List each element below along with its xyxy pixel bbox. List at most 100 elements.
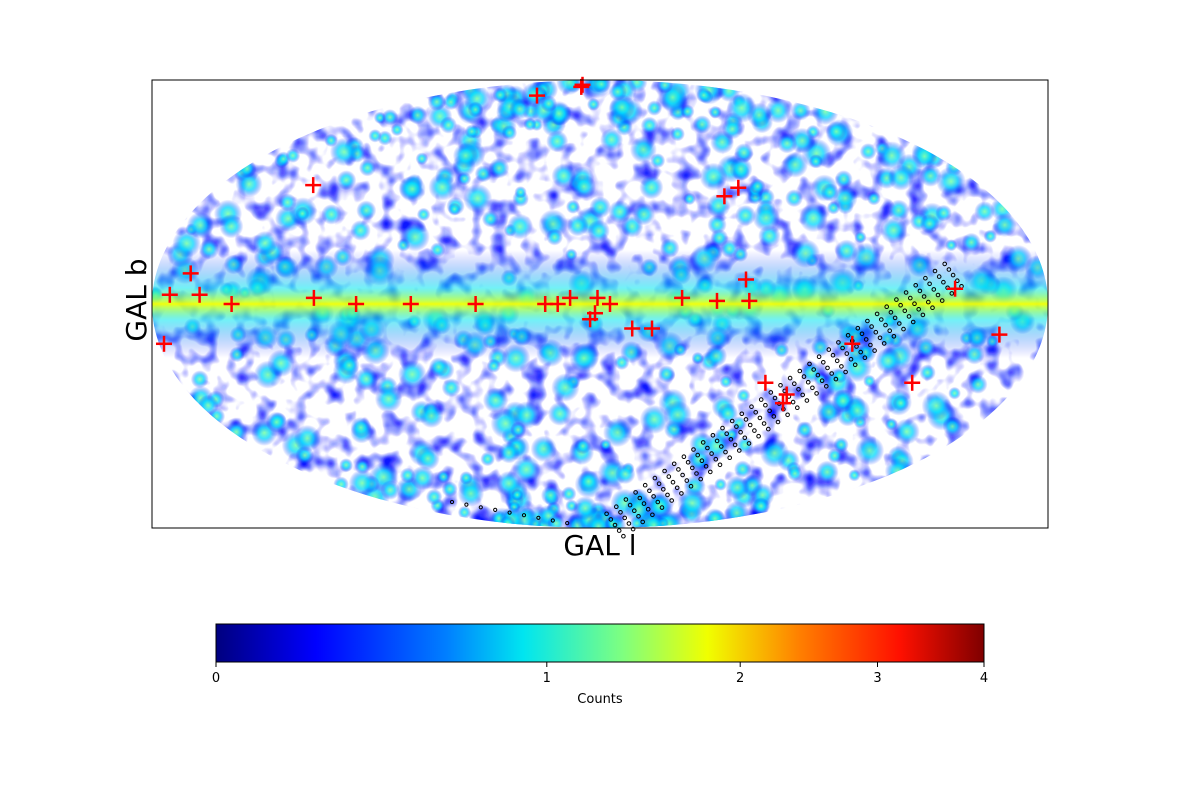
emission-clump [640, 116, 659, 135]
emission-clump [609, 94, 635, 121]
emission-clump [452, 143, 479, 169]
emission-clump [398, 360, 427, 389]
scan-track-point [652, 475, 658, 481]
emission-clump [608, 200, 632, 224]
scan-track-point [642, 482, 648, 488]
emission-clump [615, 463, 636, 485]
scan-track-point [521, 513, 527, 518]
point-source-marker [991, 326, 1008, 343]
point-source-marker [741, 292, 758, 309]
scan-track-point [891, 334, 897, 339]
scan-track-point [778, 383, 783, 388]
scan-track-point [656, 481, 662, 487]
scan-track-point [930, 305, 935, 311]
scan-track-point [844, 351, 850, 356]
scan-track-point [920, 312, 926, 318]
emission-clump [336, 170, 357, 191]
emission-clump [350, 220, 371, 241]
point-source-marker [305, 177, 322, 194]
scan-track-point [659, 505, 665, 510]
emission-clump [510, 421, 527, 438]
scan-track-point [478, 505, 483, 510]
point-source-marker [156, 335, 172, 352]
scan-track-point [843, 369, 848, 375]
scan-track-point [790, 399, 796, 405]
emission-clump [428, 173, 457, 201]
scan-track-point [666, 474, 672, 479]
colorbar-tick-label: 3 [873, 671, 881, 686]
scan-track-point [761, 421, 767, 426]
emission-clump [677, 488, 708, 518]
emission-clump [777, 133, 798, 154]
point-source-marker [182, 265, 199, 282]
emission-clump [992, 213, 1017, 237]
emission-clump [945, 239, 958, 252]
scan-track-point [719, 444, 724, 449]
emission-clump [656, 80, 674, 94]
emission-clump [523, 117, 537, 131]
scan-track-point [636, 514, 641, 519]
point-source-marker [674, 289, 691, 306]
point-source-marker [587, 305, 603, 322]
emission-clump [507, 213, 533, 240]
scan-track-point [671, 461, 677, 467]
emission-clump [919, 213, 940, 234]
scan-track-point [662, 468, 667, 474]
point-source-marker [644, 320, 660, 337]
emission-clump [419, 403, 444, 429]
emission-clump [427, 92, 446, 112]
scan-track-point [946, 267, 952, 272]
emission-clump [415, 152, 429, 165]
emission-clump [877, 141, 907, 170]
scan-track-point [720, 425, 725, 431]
emission-clump [893, 418, 920, 445]
emission-clump [639, 175, 664, 200]
emission-clump [225, 421, 248, 443]
scan-track-point [626, 521, 632, 526]
scan-track-point [912, 301, 917, 307]
emission-clump [447, 202, 461, 216]
scan-track-point [608, 517, 614, 522]
emission-clump [719, 375, 733, 389]
scan-track-point [913, 283, 919, 288]
emission-clump [799, 203, 828, 233]
scan-track [449, 261, 964, 539]
scan-track-point [747, 422, 753, 428]
scan-track-point [801, 374, 807, 379]
scan-track-point [727, 455, 733, 461]
scan-track-point [766, 426, 771, 432]
emission-clump [854, 231, 867, 244]
scan-track-point [810, 385, 815, 391]
emission-clump [692, 115, 712, 134]
emission-clump [936, 166, 966, 197]
emission-clump [603, 417, 633, 448]
emission-clump [714, 478, 727, 491]
emission-clump [884, 457, 912, 485]
scan-track-point [921, 294, 927, 299]
scan-track-point [734, 424, 739, 429]
scan-track-point [816, 354, 822, 360]
scan-track-point [917, 288, 923, 294]
scan-track-point [690, 465, 695, 471]
emission-clump [708, 105, 722, 119]
emission-clump [725, 428, 739, 442]
scan-track-point [881, 341, 887, 346]
emission-clump [482, 387, 509, 413]
emission-clump [892, 394, 909, 412]
scan-track-point [758, 397, 764, 402]
scan-track-point [897, 321, 902, 326]
map-image [152, 80, 1048, 528]
emission-clump [942, 416, 963, 437]
scan-track-point [821, 360, 826, 365]
colorbar-tick-label: 0 [212, 671, 220, 686]
scan-track-point [679, 491, 684, 496]
emission-clump [329, 137, 359, 167]
emission-clump [501, 125, 518, 141]
scan-track-point [824, 384, 829, 389]
emission-clump [734, 460, 752, 478]
emission-clump [919, 364, 936, 381]
scan-track-point [536, 515, 541, 520]
scan-track-point [688, 483, 694, 489]
scan-track-point [785, 412, 790, 418]
